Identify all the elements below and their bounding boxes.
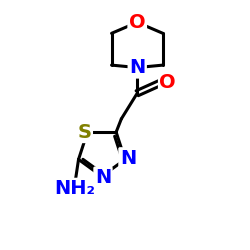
Text: N: N — [120, 149, 136, 168]
Text: S: S — [78, 122, 92, 142]
Text: O: O — [160, 73, 176, 92]
Text: O: O — [129, 13, 146, 32]
Text: N: N — [129, 58, 145, 77]
Text: N: N — [95, 168, 111, 187]
Text: NH₂: NH₂ — [54, 179, 95, 198]
